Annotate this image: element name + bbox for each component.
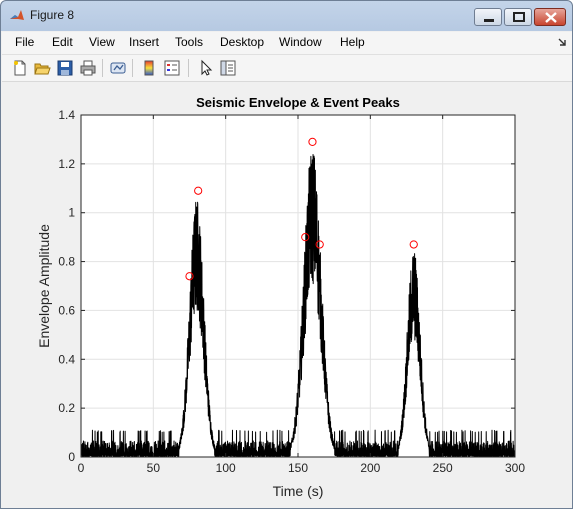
- window-title: Figure 8: [30, 8, 75, 22]
- x-tick-label: 200: [360, 461, 380, 475]
- peak-marker[interactable]: [308, 137, 317, 146]
- menu-file[interactable]: File: [15, 35, 35, 49]
- link-plot-icon[interactable]: [109, 59, 127, 77]
- menu-window[interactable]: Window: [279, 35, 322, 49]
- y-tick-label: 0: [68, 450, 75, 464]
- x-tick-label: 100: [216, 461, 236, 475]
- menu-tools[interactable]: Tools: [175, 35, 204, 49]
- peak-marker[interactable]: [409, 240, 418, 249]
- event-peak-markers: [185, 137, 418, 281]
- y-tick-label: 0.2: [58, 401, 75, 415]
- y-axis-label: Envelope Amplitude: [36, 224, 52, 348]
- minimize-icon: [484, 19, 494, 22]
- peak-marker[interactable]: [185, 272, 194, 281]
- menu-insert[interactable]: Insert: [129, 35, 160, 49]
- x-tick-label: 50: [147, 461, 161, 475]
- peak-marker[interactable]: [315, 240, 324, 249]
- chart-title: Seismic Envelope & Event Peaks: [196, 95, 400, 110]
- matlab-logo-icon: [10, 10, 24, 20]
- plot-browser-icon[interactable]: [219, 59, 237, 77]
- open-file-icon[interactable]: [33, 59, 51, 77]
- y-tick-label: 1: [68, 206, 75, 220]
- print-icon[interactable]: [79, 59, 97, 77]
- toolbar-separator: [188, 59, 189, 77]
- menu-desktop[interactable]: Desktop: [220, 35, 265, 49]
- toolbar-separator: [102, 59, 103, 77]
- toolbar-separator: [132, 59, 133, 77]
- peak-marker[interactable]: [301, 233, 310, 242]
- menu-bar: File Edit View Insert Tools Desktop Wind…: [2, 32, 572, 55]
- x-tick-label: 250: [433, 461, 453, 475]
- dock-arrow-icon[interactable]: [557, 37, 567, 47]
- maximize-button[interactable]: [504, 8, 532, 26]
- x-tick-label: 300: [505, 461, 525, 475]
- menu-edit[interactable]: Edit: [52, 35, 73, 49]
- insert-legend-icon[interactable]: [163, 59, 181, 77]
- seismic-chart: 0 50 100 150 200 250 300 0 0.2 0.4 0.6 0.8 1 1.2 1.4 S…: [36, 95, 525, 499]
- maximize-icon: [513, 12, 525, 22]
- y-tick-label: 1.2: [58, 157, 75, 171]
- edit-plot-pointer-icon[interactable]: [197, 59, 215, 77]
- minimize-button[interactable]: [474, 8, 502, 26]
- axis-ticks: 0 50 100 150 200 250 300 0 0.2 0.4 0.6 0.8 1 1.2 1.4: [58, 108, 525, 475]
- close-button[interactable]: [534, 8, 566, 26]
- figure-canvas: 0 50 100 150 200 250 300 0 0.2 0.4 0.6 0.8 1 1.2 1.4 S…: [2, 82, 572, 508]
- new-figure-icon[interactable]: [11, 59, 29, 77]
- peak-marker[interactable]: [194, 186, 203, 195]
- close-icon: [545, 12, 557, 23]
- x-axis-label: Time (s): [273, 483, 324, 499]
- toolbar: [2, 55, 572, 82]
- save-icon[interactable]: [56, 59, 74, 77]
- x-tick-label: 150: [288, 461, 308, 475]
- x-tick-label: 0: [78, 461, 85, 475]
- menu-view[interactable]: View: [89, 35, 115, 49]
- menu-help[interactable]: Help: [340, 35, 365, 49]
- y-tick-label: 0.4: [58, 352, 75, 366]
- y-tick-label: 1.4: [58, 108, 75, 122]
- insert-colorbar-icon[interactable]: [140, 59, 158, 77]
- y-tick-label: 0.8: [58, 255, 75, 269]
- y-tick-label: 0.6: [58, 303, 75, 317]
- title-bar[interactable]: Figure 8: [1, 1, 572, 31]
